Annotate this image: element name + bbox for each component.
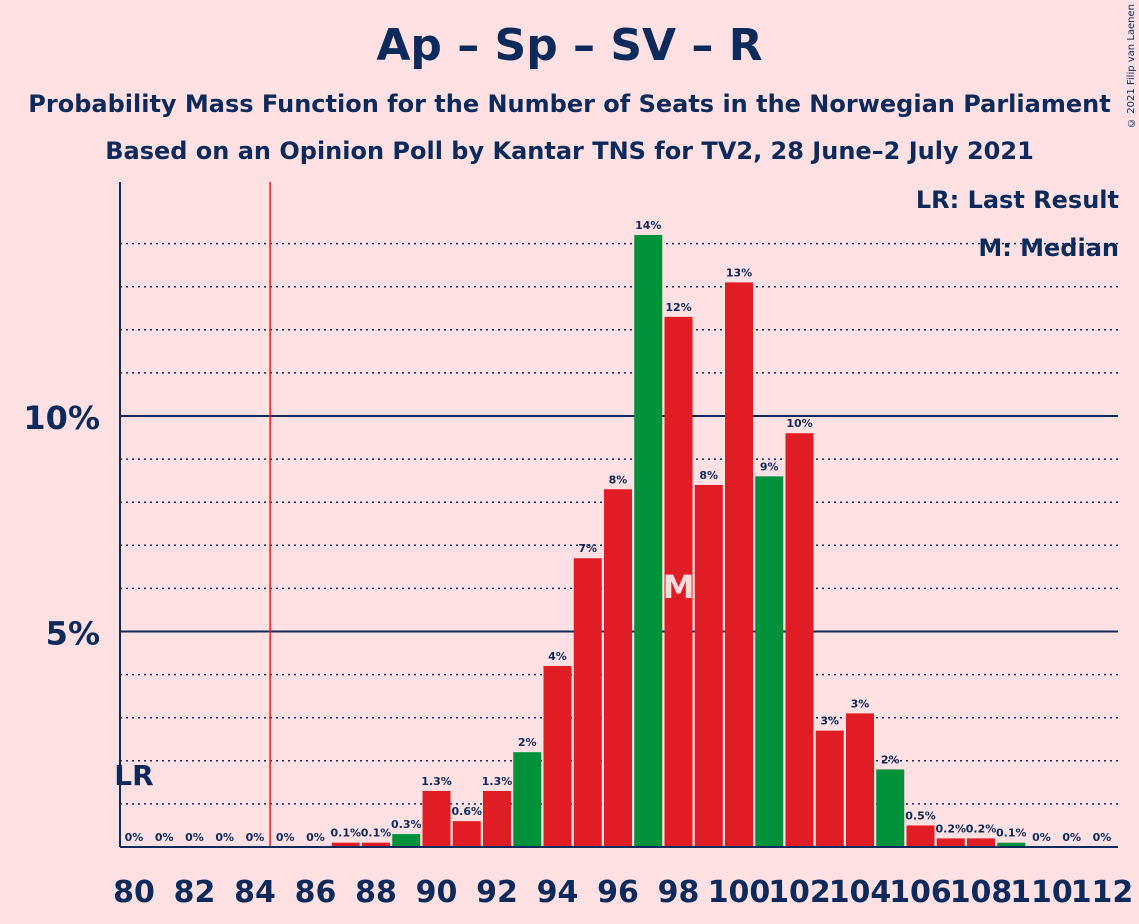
- chart-subtitle: Probability Mass Function for the Number…: [28, 90, 1111, 118]
- bar-seat-104: [846, 713, 874, 847]
- data-label: 0.1%: [996, 827, 1027, 840]
- data-labels: LR0% 0% 0% 0% 0% 0% 0% 0.1% 0.1%0.3%1.3%0.6%1.3%…: [114, 219, 1111, 844]
- data-label: 0.1%: [361, 827, 392, 840]
- bar-seat-87: [331, 842, 360, 847]
- bar-seat-98: [664, 316, 693, 847]
- bar-seat-97: [634, 234, 663, 848]
- x-tick-label: 86: [295, 875, 337, 910]
- data-label: 0%: [125, 831, 144, 844]
- x-tick-label: 80: [113, 875, 155, 910]
- bar-seat-102: [785, 433, 814, 847]
- data-label: 0%: [246, 831, 265, 844]
- bar-seat-96: [604, 489, 632, 847]
- median-marker: M: [663, 568, 695, 606]
- data-label: 0.2%: [935, 822, 966, 835]
- x-tick-label: 90: [416, 875, 458, 910]
- bar-seat-88: [362, 842, 390, 847]
- bar-seat-105: [876, 769, 905, 847]
- x-tick-label: 106: [889, 875, 952, 910]
- bar-seat-91: [452, 821, 481, 847]
- data-label: 14%: [635, 219, 661, 232]
- bar-seat-103: [815, 730, 844, 847]
- data-label: 12%: [665, 301, 691, 314]
- x-tick-label: 112: [1071, 875, 1134, 910]
- data-label: 0.3%: [391, 818, 422, 831]
- bar-seat-107: [936, 838, 965, 847]
- x-tick-label: 102: [768, 875, 831, 910]
- y-tick-label: 5%: [46, 615, 100, 653]
- legend-last-result: LR: Last Result: [915, 186, 1119, 214]
- chart-subtitle-poll: Based on an Opinion Poll by Kantar TNS f…: [105, 137, 1034, 165]
- x-tick-label: 82: [174, 875, 216, 910]
- data-label: 0.1%: [330, 827, 361, 840]
- data-label: 9%: [760, 460, 779, 473]
- data-label: 0.2%: [966, 822, 997, 835]
- axes: 5% 10% 80 82 84 86 88 90 92 94 96 98 100102104106108…: [23, 182, 1133, 910]
- bar-seat-108: [967, 838, 995, 847]
- x-tick-label: 104: [829, 875, 892, 910]
- data-label: 0%: [1062, 831, 1081, 844]
- data-label: 0.6%: [451, 805, 482, 818]
- data-label: 0%: [1093, 831, 1112, 844]
- x-tick-label: 94: [537, 875, 579, 910]
- data-label: 0%: [155, 831, 174, 844]
- legend-median: M: Median: [978, 234, 1119, 262]
- x-tick-label: 110: [1010, 875, 1073, 910]
- bar-seat-89: [392, 834, 421, 847]
- bar-seat-106: [906, 825, 935, 847]
- bar-seat-90: [422, 790, 451, 847]
- data-label: 0%: [215, 831, 234, 844]
- x-tick-label: 108: [950, 875, 1013, 910]
- data-label: 0.5%: [905, 809, 936, 822]
- data-label: 0%: [185, 831, 204, 844]
- bar-seat-93: [513, 752, 542, 847]
- data-label: 2%: [881, 753, 900, 766]
- x-tick-label: 92: [476, 875, 518, 910]
- data-label: 4%: [548, 650, 567, 663]
- x-tick-label: 84: [234, 875, 276, 910]
- bar-seat-101: [755, 476, 784, 847]
- data-label: 1.3%: [482, 775, 513, 788]
- data-label: 0%: [306, 831, 325, 844]
- y-tick-label: 10%: [23, 399, 100, 437]
- data-label: 10%: [786, 417, 812, 430]
- data-label: 8%: [609, 473, 628, 486]
- bars: [331, 234, 1026, 848]
- bar-seat-100: [725, 282, 753, 847]
- bar-seat-92: [483, 790, 511, 847]
- x-tick-label: 98: [658, 875, 700, 910]
- data-label: 8%: [699, 469, 718, 482]
- x-tick-label: 96: [597, 875, 639, 910]
- data-label: 7%: [578, 542, 597, 555]
- data-label: 1.3%: [421, 775, 452, 788]
- bar-seat-95: [573, 558, 602, 847]
- data-label: 2%: [518, 736, 537, 749]
- data-label: 13%: [726, 266, 752, 279]
- x-tick-label: 88: [355, 875, 397, 910]
- data-label: 3%: [820, 715, 839, 728]
- bar-seat-109: [997, 842, 1026, 847]
- bar-seat-94: [543, 665, 572, 847]
- bar-seat-99: [694, 484, 723, 847]
- data-label: 0%: [1032, 831, 1051, 844]
- data-label: 0%: [276, 831, 295, 844]
- data-label: 3%: [851, 697, 870, 710]
- x-tick-label: 100: [708, 875, 771, 910]
- chart-title: Ap – Sp – SV – R: [376, 20, 763, 71]
